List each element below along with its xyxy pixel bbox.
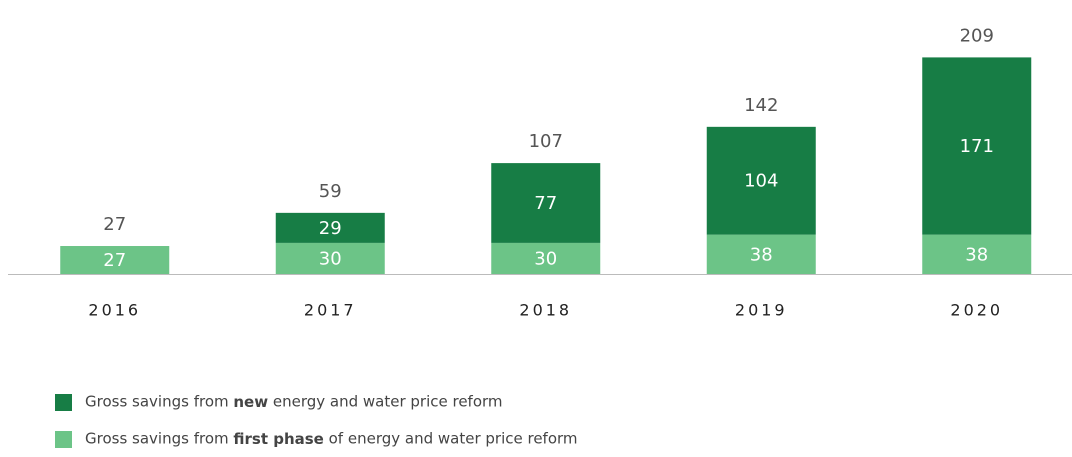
segment-label: 77 — [534, 193, 557, 214]
bar-segment — [491, 163, 601, 243]
x-tick-label: 2016 — [88, 301, 141, 320]
bar-segment — [491, 242, 601, 274]
legend-label: Gross savings from first phase of energy… — [85, 430, 578, 448]
bar-segment — [922, 234, 1032, 274]
total-label: 142 — [744, 95, 778, 116]
total-label: 27 — [103, 214, 126, 235]
x-tick-label: 2020 — [950, 301, 1003, 320]
segment-label: 27 — [103, 250, 126, 271]
segment-label: 38 — [965, 244, 988, 265]
total-label: 107 — [529, 131, 563, 152]
total-label: 59 — [319, 181, 342, 202]
bar-segment — [60, 246, 170, 274]
bar-segment — [922, 57, 1032, 235]
bar-segment — [706, 234, 816, 274]
legend-swatch — [55, 431, 72, 448]
bar-segment — [275, 242, 385, 274]
bar-segment — [275, 212, 385, 243]
segment-label: 171 — [960, 136, 994, 157]
legend-emphasis: new — [233, 393, 268, 411]
segment-label: 30 — [319, 248, 342, 269]
legend-swatch — [55, 394, 72, 411]
x-tick-label: 2019 — [735, 301, 788, 320]
legend-emphasis: first phase — [233, 430, 323, 448]
segment-label: 38 — [750, 244, 773, 265]
x-tick-label: 2018 — [519, 301, 572, 320]
segment-label: 30 — [534, 248, 557, 269]
total-label: 209 — [960, 25, 994, 46]
segment-label: 104 — [744, 171, 778, 192]
bar-segment — [706, 126, 816, 235]
segment-label: 29 — [319, 218, 342, 239]
legend-label: Gross savings from new energy and water … — [85, 393, 503, 411]
x-tick-label: 2017 — [304, 301, 357, 320]
